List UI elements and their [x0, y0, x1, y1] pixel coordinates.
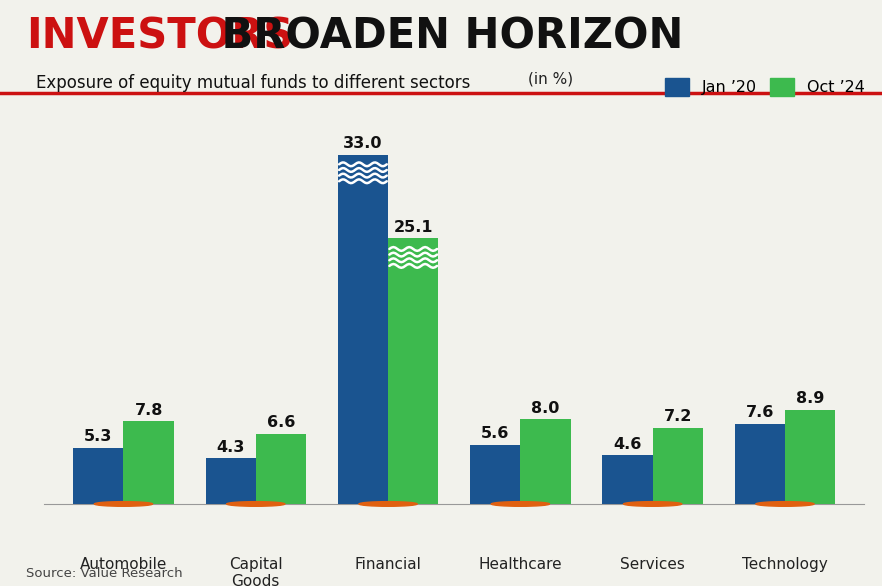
Text: 25.1: 25.1: [393, 220, 433, 234]
Bar: [735, 424, 785, 504]
Circle shape: [624, 502, 682, 506]
Circle shape: [227, 502, 285, 506]
Bar: [73, 448, 123, 504]
Bar: [520, 420, 571, 504]
Circle shape: [94, 502, 153, 506]
Text: 7.2: 7.2: [663, 409, 692, 424]
Bar: [206, 458, 256, 504]
Text: 5.6: 5.6: [481, 426, 510, 441]
Text: 8.0: 8.0: [531, 401, 560, 415]
Text: 7.6: 7.6: [745, 405, 774, 420]
Text: 4.6: 4.6: [613, 437, 642, 452]
Bar: [123, 421, 174, 504]
Legend: Jan ’20, Oct ’24: Jan ’20, Oct ’24: [665, 78, 864, 96]
Text: 7.8: 7.8: [134, 403, 163, 418]
Text: 5.3: 5.3: [84, 429, 113, 444]
Text: 8.9: 8.9: [796, 391, 825, 406]
Circle shape: [756, 502, 814, 506]
Bar: [338, 155, 388, 504]
Text: (in %): (in %): [528, 71, 573, 87]
Bar: [785, 410, 835, 504]
Text: INVESTORS: INVESTORS: [26, 16, 294, 58]
Circle shape: [491, 502, 549, 506]
Bar: [256, 434, 306, 504]
Bar: [388, 239, 438, 504]
Text: 6.6: 6.6: [266, 415, 295, 431]
Text: 33.0: 33.0: [343, 136, 383, 151]
Bar: [653, 428, 703, 504]
Text: 4.3: 4.3: [216, 440, 245, 455]
Circle shape: [359, 502, 417, 506]
Text: BROADEN HORIZON: BROADEN HORIZON: [207, 16, 684, 58]
Bar: [470, 445, 520, 504]
Text: Source: Value Research: Source: Value Research: [26, 567, 183, 580]
Bar: [602, 455, 653, 504]
Text: Exposure of equity mutual funds to different sectors: Exposure of equity mutual funds to diffe…: [36, 74, 470, 91]
